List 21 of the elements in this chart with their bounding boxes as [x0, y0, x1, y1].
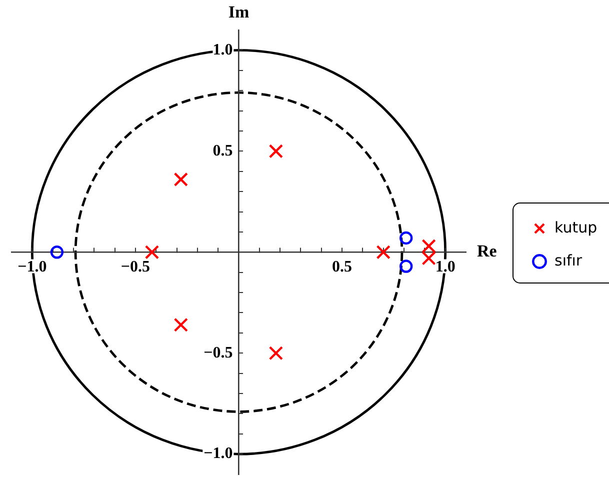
- x-tick-label: −1.0: [18, 258, 47, 276]
- point: [399, 231, 413, 245]
- point: [50, 246, 64, 259]
- y-tick-label: 1.0: [212, 41, 233, 58]
- point: [268, 144, 284, 158]
- point: [144, 245, 160, 260]
- x-tick-label: −0.5: [120, 258, 150, 276]
- y-axis-title: Im: [228, 2, 250, 22]
- y-tick-label: −1.0: [204, 445, 233, 462]
- y-tick-label: −0.5: [204, 344, 233, 362]
- x-axis-title: Re: [477, 242, 498, 261]
- legend-label: sıfır: [554, 251, 583, 270]
- x-tick-label: 1.0: [435, 258, 456, 276]
- point: [268, 346, 284, 360]
- point: [174, 318, 188, 332]
- x-tick-label: 0.5: [332, 258, 352, 276]
- legend-label: kutup: [554, 218, 598, 236]
- point: [376, 245, 390, 260]
- point: [399, 260, 413, 273]
- y-tick-label: 0.5: [212, 142, 233, 160]
- point: [174, 172, 188, 187]
